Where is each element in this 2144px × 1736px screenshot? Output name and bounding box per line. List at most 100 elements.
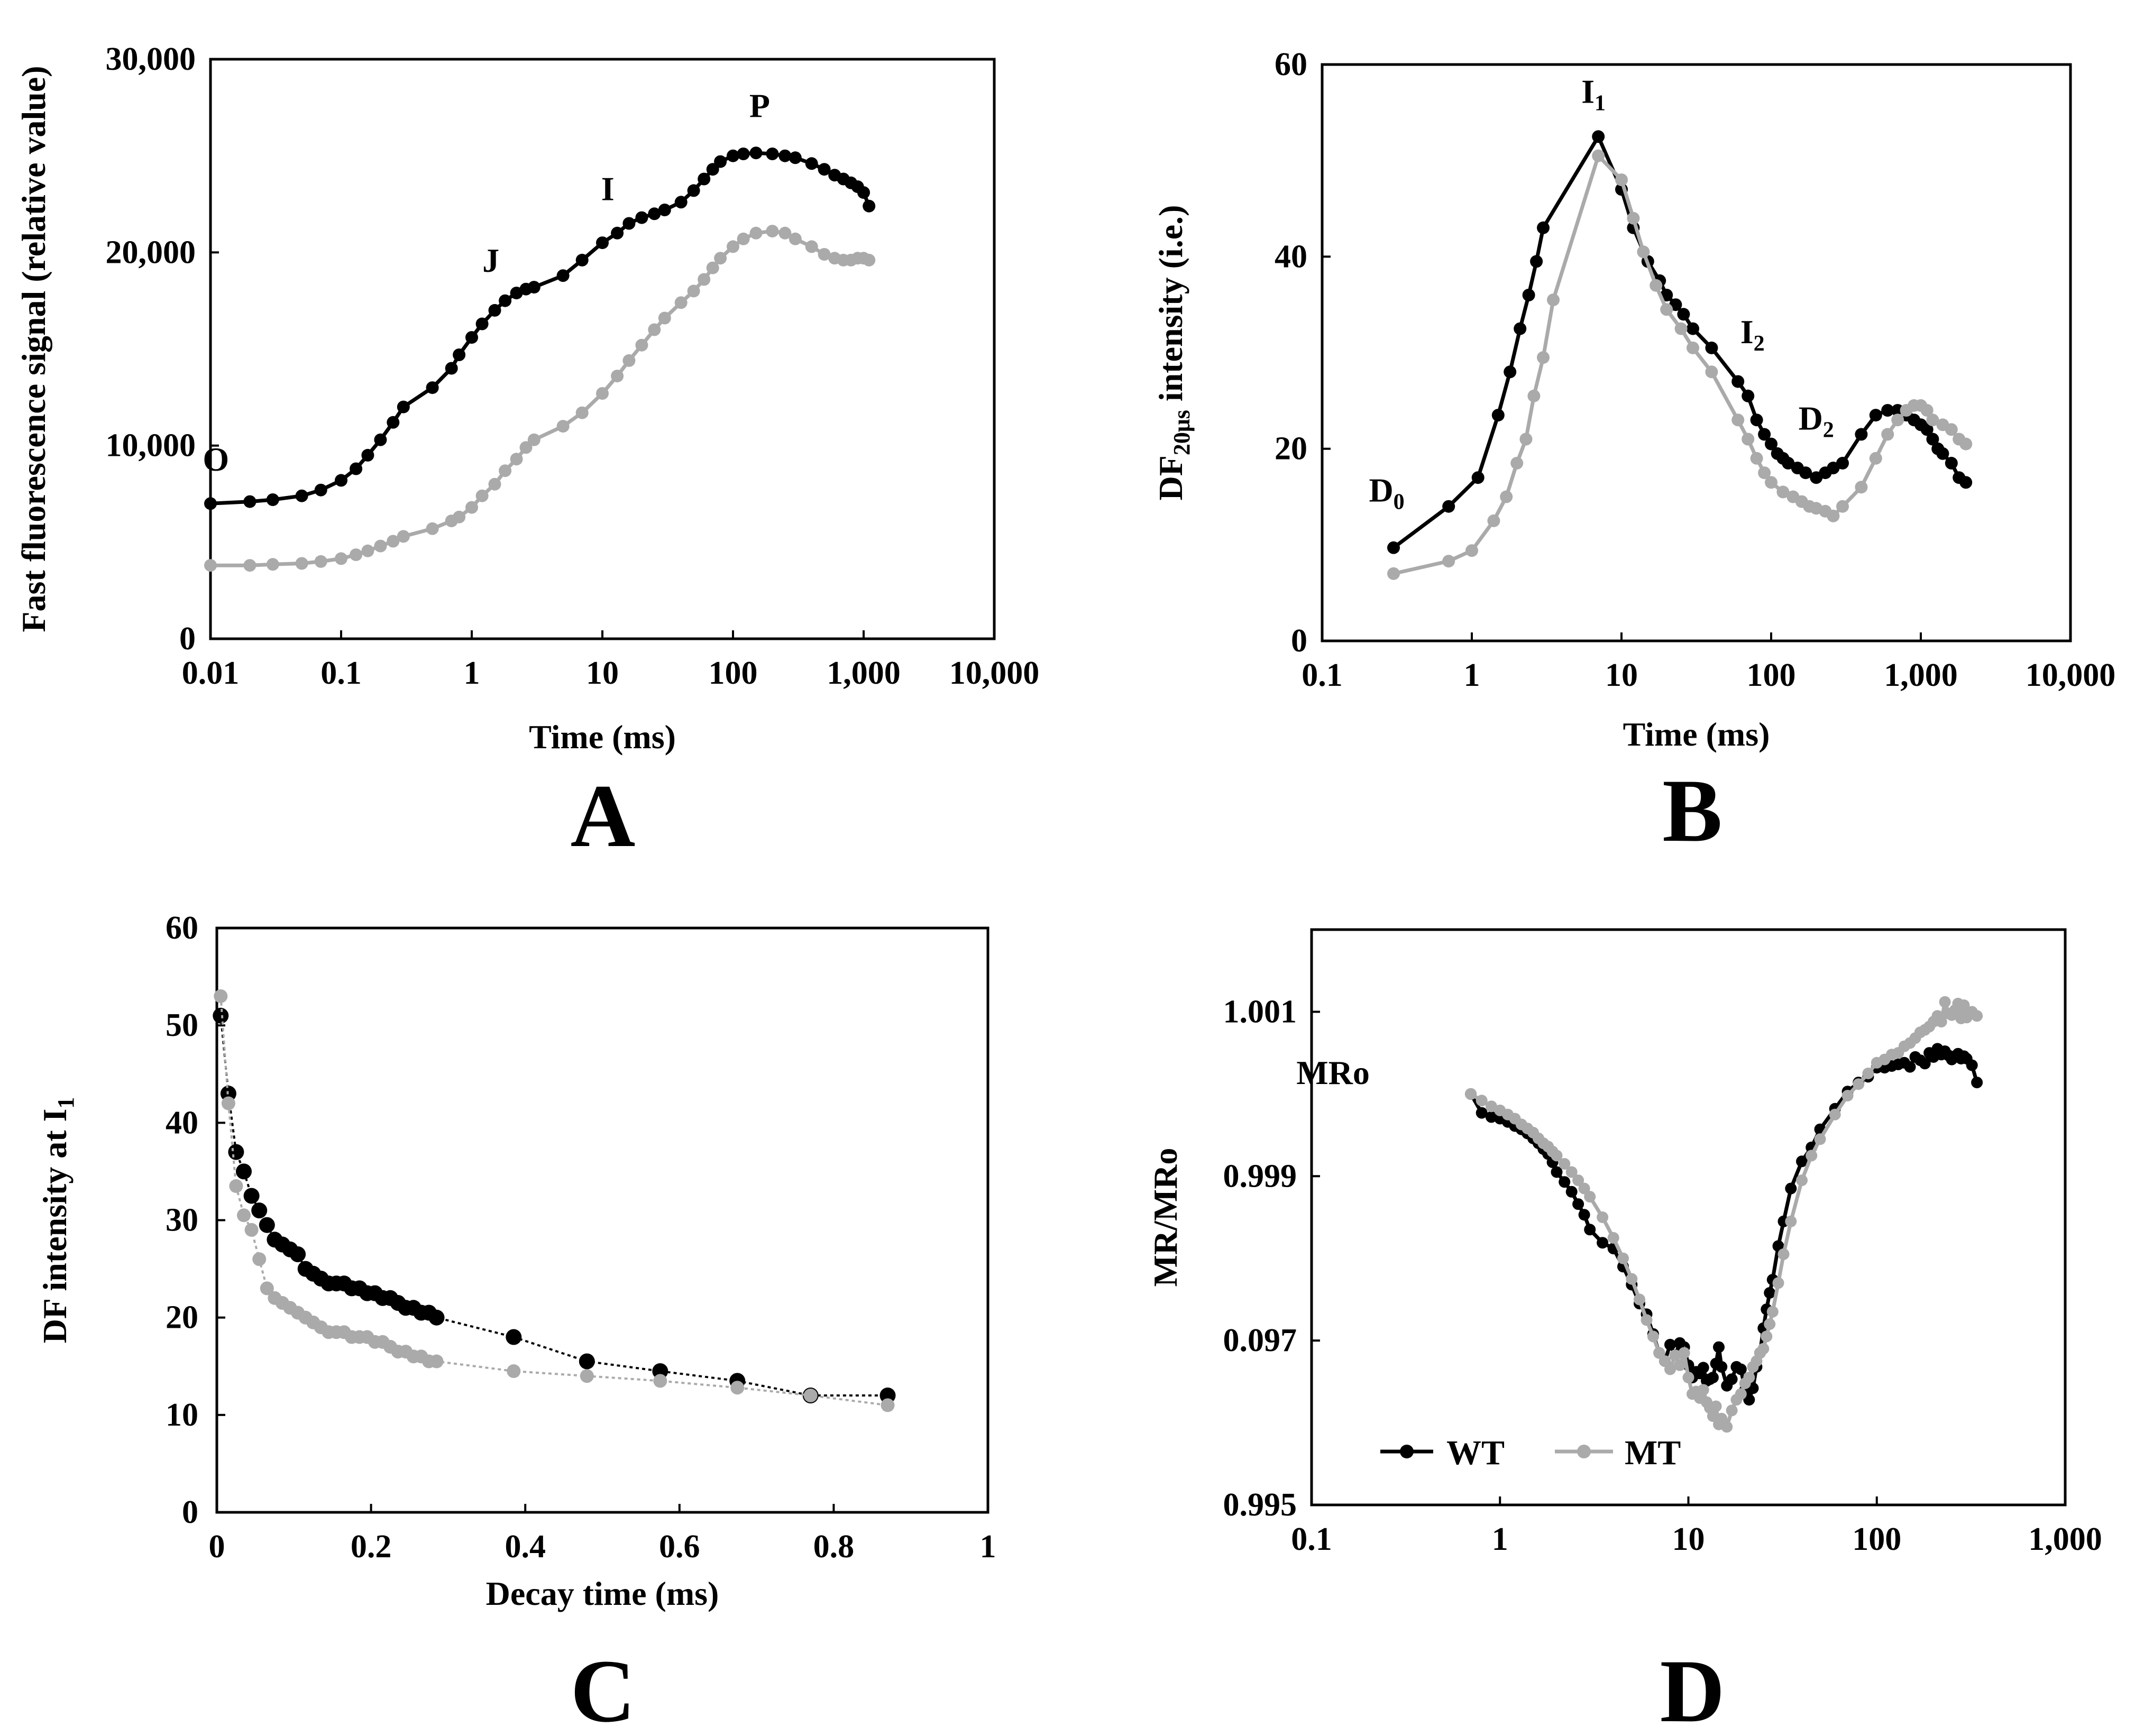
data-point-wt — [658, 204, 671, 216]
data-point-wt — [1485, 1111, 1497, 1123]
data-point-mt — [1678, 1347, 1690, 1359]
data-point-wt — [204, 497, 217, 510]
x-tick-label: 1 — [464, 655, 480, 691]
y-tick-label: 0.999 — [1223, 1158, 1297, 1194]
y-tick-label: 30 — [166, 1202, 198, 1238]
data-point-wt — [1855, 428, 1868, 441]
data-point-mt — [1650, 279, 1663, 292]
data-point-mt — [1626, 1273, 1638, 1285]
y-tick-label: 40 — [166, 1105, 198, 1141]
data-point-wt — [1504, 365, 1517, 379]
y-tick-label: 20 — [166, 1300, 198, 1336]
data-point-wt — [1827, 462, 1840, 474]
data-point-mt — [1705, 365, 1718, 379]
data-point-mt — [1881, 428, 1894, 441]
series-line-wt — [210, 151, 871, 506]
data-point-mt — [730, 1381, 745, 1395]
panel-letter: B — [1662, 761, 1722, 860]
data-point-wt — [1966, 1059, 1978, 1071]
data-point-mt — [1641, 1314, 1653, 1326]
y-tick-label: 0.097 — [1223, 1322, 1297, 1358]
data-point-mt — [1697, 1384, 1709, 1396]
x-tick-label: 1 — [1464, 657, 1480, 693]
data-point-mt — [863, 253, 876, 267]
data-point-wt — [863, 199, 876, 213]
data-point-wt — [488, 304, 501, 317]
data-point-mt — [648, 323, 661, 336]
data-point-mt — [1806, 1150, 1818, 1162]
data-point-mt — [260, 1281, 274, 1296]
annotation-subscript: 0 — [1394, 490, 1405, 515]
data-point-mt — [1547, 293, 1560, 307]
data-point-mt — [805, 240, 818, 253]
data-point-mt — [1766, 1306, 1779, 1318]
data-point-mt — [1615, 173, 1628, 186]
y-tick-label: 60 — [166, 910, 198, 946]
data-point-mt — [706, 261, 719, 274]
data-point-wt — [818, 163, 831, 176]
data-point-wt — [596, 236, 609, 250]
data-point-mt — [1726, 1404, 1738, 1417]
y-tick-label: 20,000 — [106, 234, 196, 270]
x-tick-label: 0.8 — [813, 1529, 855, 1565]
data-point-mt — [803, 1389, 818, 1402]
data-point-wt — [506, 1329, 522, 1345]
panel-letter: C — [571, 1641, 636, 1736]
data-point-mt — [658, 311, 671, 325]
data-point-mt — [252, 1252, 267, 1266]
y-tick-label: 60 — [1275, 47, 1307, 82]
panel-d: 0.995 0.097 0.999 1.001 0.1 1 10 100 1,000 MR/MRo… — [1147, 928, 2102, 1736]
series-line-mt — [1393, 152, 1967, 576]
data-point-mt — [653, 1374, 667, 1388]
legend: WT MT — [1380, 1434, 1681, 1472]
data-point-wt — [243, 1188, 260, 1204]
data-point-wt — [749, 146, 763, 160]
annotation-subscript: 2 — [1823, 418, 1834, 442]
data-point-mt — [727, 240, 739, 253]
data-point-mt — [1721, 1421, 1733, 1433]
annotation-text: I — [1581, 73, 1595, 111]
data-point-wt — [805, 157, 818, 170]
data-point-wt — [714, 155, 727, 168]
data-point-mt — [387, 535, 400, 548]
data-point-mt — [1442, 555, 1455, 568]
data-point-wt — [575, 253, 589, 267]
data-point-wt — [1919, 1058, 1931, 1070]
data-point-wt — [1584, 1224, 1596, 1236]
x-tick-label: 10 — [1672, 1521, 1705, 1557]
data-point-wt — [259, 1217, 275, 1233]
data-point-mt — [243, 559, 256, 572]
data-point-wt — [465, 331, 478, 344]
data-point-wt — [453, 348, 466, 361]
data-point-wt — [1592, 130, 1605, 143]
y-tick-label: 0 — [179, 621, 196, 657]
data-point-mt — [789, 232, 802, 245]
data-point-wt — [1530, 255, 1543, 268]
data-point-wt — [1742, 389, 1755, 402]
data-point-mt — [1527, 389, 1541, 402]
data-point-wt — [426, 381, 439, 394]
data-point-mt — [1487, 514, 1500, 527]
data-point-wt — [1697, 1362, 1709, 1374]
data-point-wt — [648, 207, 661, 221]
data-point-mt — [237, 1208, 251, 1223]
data-point-mt — [1814, 1133, 1826, 1145]
annotation-subscript: 2 — [1754, 332, 1765, 356]
data-point-wt — [1945, 456, 1958, 470]
data-point-mt — [1674, 322, 1688, 335]
data-point-mt — [1687, 341, 1699, 354]
data-point-mt — [1869, 452, 1882, 465]
x-tick-label: 10 — [1605, 657, 1638, 693]
point-annotation: O — [203, 440, 229, 478]
data-point-mt — [1855, 481, 1868, 494]
data-point-mt — [453, 510, 466, 523]
data-point-mt — [1647, 1330, 1659, 1343]
data-point-wt — [1750, 414, 1763, 427]
data-point-mt — [596, 387, 609, 400]
data-point-mt — [766, 225, 779, 238]
data-point-wt — [1731, 375, 1745, 388]
data-point-mt — [295, 557, 308, 570]
y-tick-label: 0 — [1291, 623, 1307, 659]
